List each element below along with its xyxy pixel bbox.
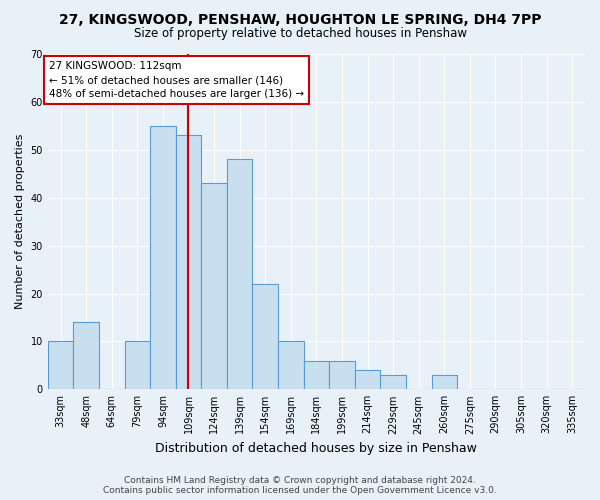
- Text: 27, KINGSWOOD, PENSHAW, HOUGHTON LE SPRING, DH4 7PP: 27, KINGSWOOD, PENSHAW, HOUGHTON LE SPRI…: [59, 12, 541, 26]
- Y-axis label: Number of detached properties: Number of detached properties: [15, 134, 25, 310]
- Bar: [176, 136, 201, 390]
- Bar: [278, 342, 304, 390]
- Bar: [73, 322, 99, 390]
- Bar: [329, 360, 355, 390]
- Text: Size of property relative to detached houses in Penshaw: Size of property relative to detached ho…: [133, 28, 467, 40]
- Bar: [380, 375, 406, 390]
- Bar: [253, 284, 278, 390]
- Bar: [355, 370, 380, 390]
- Bar: [150, 126, 176, 390]
- Bar: [125, 342, 150, 390]
- Text: 27 KINGSWOOD: 112sqm
← 51% of detached houses are smaller (146)
48% of semi-deta: 27 KINGSWOOD: 112sqm ← 51% of detached h…: [49, 61, 304, 99]
- Bar: [431, 375, 457, 390]
- Text: Contains HM Land Registry data © Crown copyright and database right 2024.
Contai: Contains HM Land Registry data © Crown c…: [103, 476, 497, 495]
- Bar: [227, 160, 253, 390]
- Bar: [201, 184, 227, 390]
- Bar: [48, 342, 73, 390]
- Bar: [304, 360, 329, 390]
- X-axis label: Distribution of detached houses by size in Penshaw: Distribution of detached houses by size …: [155, 442, 478, 455]
